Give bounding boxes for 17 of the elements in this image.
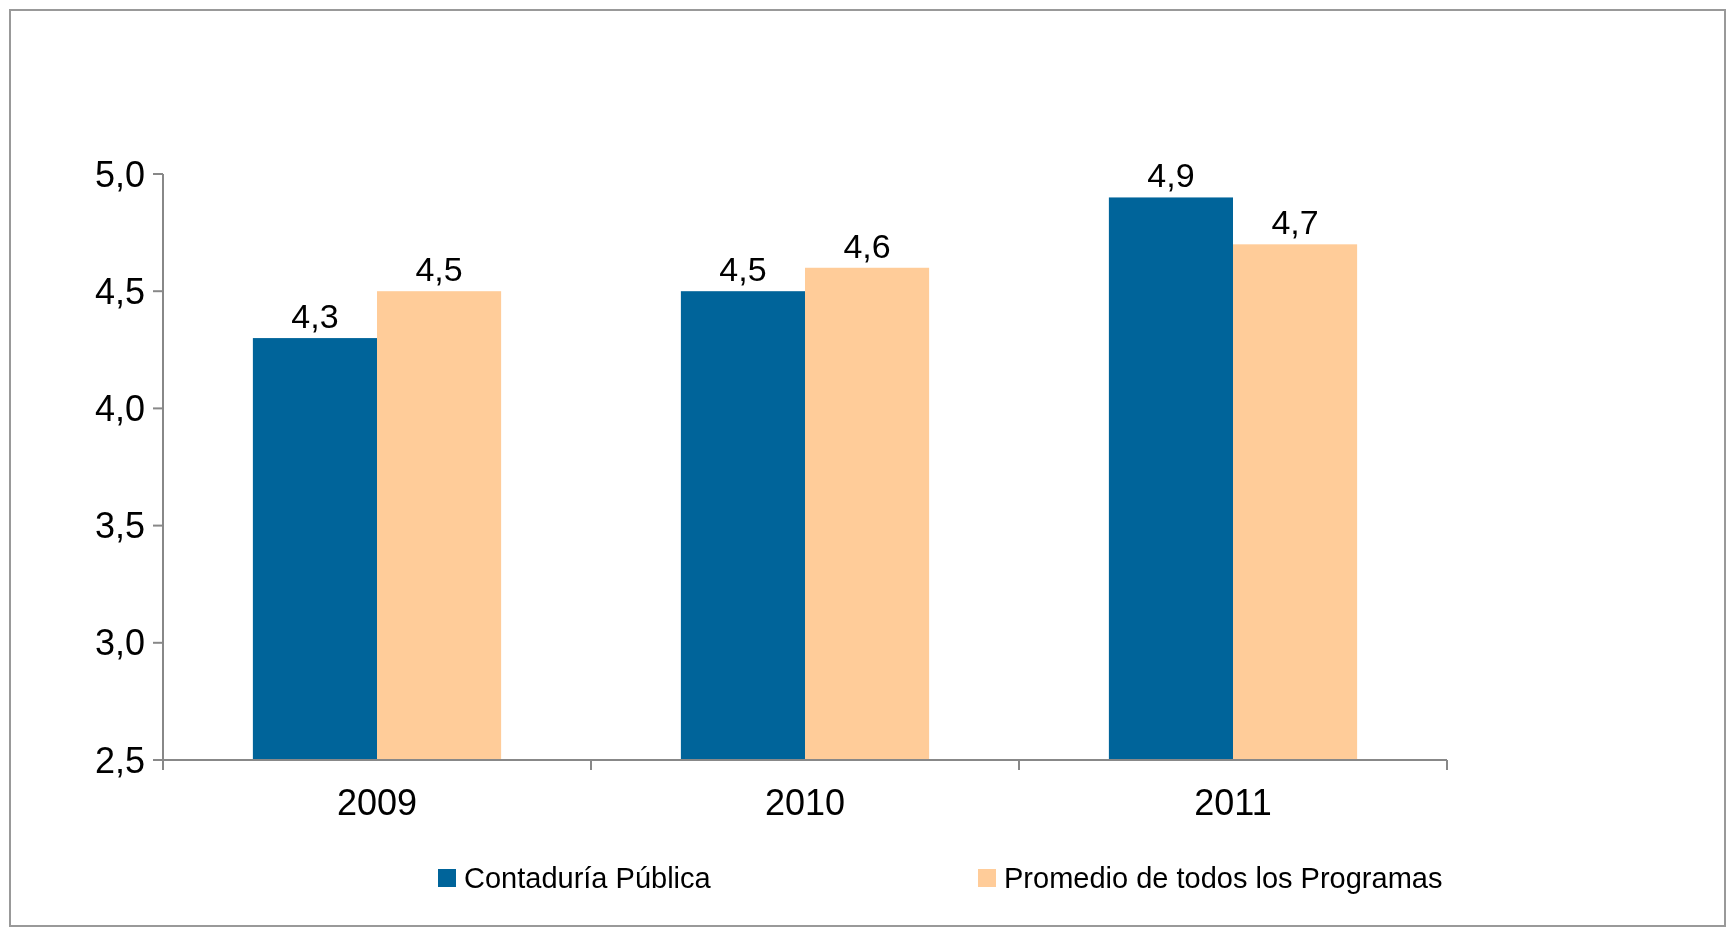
legend-label: Contaduría Pública: [464, 862, 712, 895]
x-tick-label: 2009: [336, 782, 418, 823]
y-tick-label: 5,0: [94, 153, 145, 195]
data-label: 4,6: [843, 226, 891, 265]
data-label: 4,3: [291, 297, 339, 336]
y-tick-label: 3,5: [94, 505, 145, 547]
y-tick-label: 3,0: [94, 622, 145, 664]
data-label: 4,5: [719, 250, 767, 289]
y-tick-label: 2,5: [94, 739, 145, 781]
y-tick-label: 4,5: [94, 270, 145, 312]
data-label: 4,9: [1147, 156, 1195, 195]
legend-label: Promedio de todos los Programas: [1004, 862, 1443, 895]
data-label: 4,7: [1271, 203, 1319, 242]
x-tick-label: 2011: [1194, 782, 1272, 823]
y-tick-label: 4,0: [94, 388, 145, 429]
data-label: 4,5: [415, 250, 463, 289]
x-tick-label: 2010: [764, 782, 846, 823]
